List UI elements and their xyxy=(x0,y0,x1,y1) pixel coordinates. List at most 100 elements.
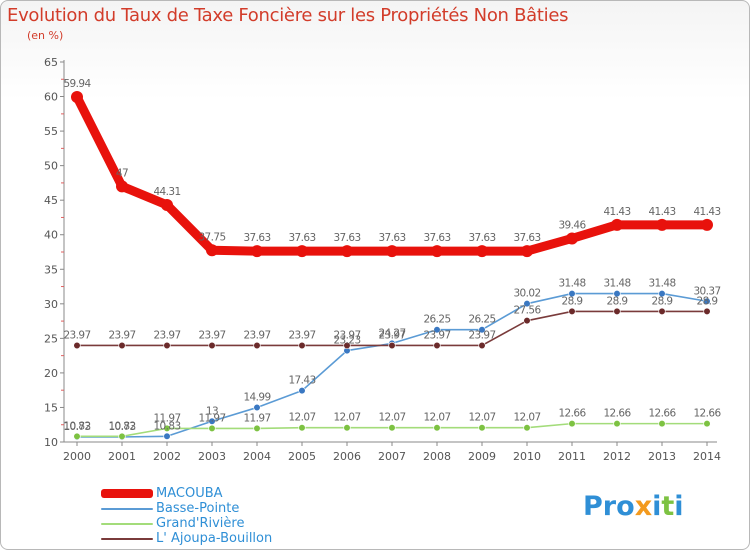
data-point-macouba xyxy=(476,245,488,258)
data-point-l-ajoupa-bouillon xyxy=(118,341,126,350)
data-point-grand-rivi-re xyxy=(118,432,126,440)
data-label-macouba: 37.75 xyxy=(198,231,225,243)
data-point-grand-rivi-re xyxy=(703,420,711,428)
data-point-macouba xyxy=(71,90,83,103)
data-label-macouba: 37.63 xyxy=(378,232,405,244)
data-label-macouba: 59.94 xyxy=(63,78,91,90)
y-tick-label: 55 xyxy=(44,125,58,138)
data-labels: 10.73 10.73 10.83 13 14.99 17.43 23.23 24.27 26.… xyxy=(63,78,722,433)
data-label-macouba: 37.63 xyxy=(243,232,270,244)
data-point-basse-pointe xyxy=(298,387,306,395)
legend-label: L' Ajoupa-Bouillon xyxy=(156,531,273,546)
data-label-l-ajoupa-bouillon: 23.97 xyxy=(378,329,405,341)
x-tick-label: 2010 xyxy=(513,450,541,463)
legend-item-grand-rivi-re: Grand'Rivière xyxy=(101,516,272,531)
data-label-l-ajoupa-bouillon: 23.97 xyxy=(63,329,90,341)
data-label-macouba: 37.63 xyxy=(333,232,360,244)
data-label-l-ajoupa-bouillon: 28.9 xyxy=(607,295,628,307)
legend-item-l-ajoupa-bouillon: L' Ajoupa-Bouillon xyxy=(101,531,272,546)
y-tick-label: 65 xyxy=(44,56,58,69)
data-point-basse-pointe xyxy=(658,289,666,298)
y-tick-label: 25 xyxy=(44,332,58,345)
data-point-basse-pointe xyxy=(253,403,261,412)
chart-title: Evolution du Taux de Taxe Foncière sur l… xyxy=(7,5,569,26)
data-point-basse-pointe xyxy=(523,300,531,308)
y-tick-label: 40 xyxy=(44,229,58,242)
legend-label: Grand'Rivière xyxy=(156,516,245,531)
x-tick-label: 2007 xyxy=(378,450,406,463)
data-point-l-ajoupa-bouillon xyxy=(343,341,351,350)
data-label-grand-rivi-re: 12.07 xyxy=(513,412,540,424)
y-tick-label: 30 xyxy=(44,298,58,311)
data-label-grand-rivi-re: 12.07 xyxy=(423,412,450,424)
data-label-grand-rivi-re: 11.97 xyxy=(153,412,180,424)
data-label-grand-rivi-re: 10.82 xyxy=(108,420,135,432)
data-label-basse-pointe: 31.48 xyxy=(558,278,585,290)
data-point-grand-rivi-re xyxy=(613,420,621,428)
x-tick-label: 2004 xyxy=(243,450,271,463)
data-point-macouba xyxy=(296,245,308,258)
data-label-basse-pointe: 10.73 xyxy=(63,421,90,433)
x-tick-label: 2002 xyxy=(153,450,181,463)
data-label-grand-rivi-re: 12.07 xyxy=(288,412,315,424)
data-point-grand-rivi-re xyxy=(433,424,441,432)
y-tick-label: 50 xyxy=(44,160,58,173)
legend-swatch xyxy=(101,537,153,540)
x-tick-label: 2014 xyxy=(693,450,721,463)
data-label-l-ajoupa-bouillon: 23.97 xyxy=(108,329,135,341)
data-label-macouba: 41.43 xyxy=(648,206,675,218)
y-tick-label: 45 xyxy=(44,194,58,207)
data-label-macouba: 39.46 xyxy=(558,219,586,231)
y-tick-label: 10 xyxy=(44,436,58,449)
legend-label: Basse-Pointe xyxy=(156,501,240,516)
data-label-grand-rivi-re: 10.82 xyxy=(63,420,90,432)
data-label-grand-rivi-re: 11.97 xyxy=(243,412,270,424)
legend-swatch xyxy=(101,507,153,510)
data-label-l-ajoupa-bouillon: 23.97 xyxy=(198,329,225,341)
data-label-grand-rivi-re: 12.07 xyxy=(333,412,360,424)
data-label-l-ajoupa-bouillon: 23.97 xyxy=(468,329,495,341)
x-tick-label: 2009 xyxy=(468,450,496,463)
data-point-grand-rivi-re xyxy=(478,424,486,432)
data-label-macouba: 41.43 xyxy=(693,206,720,218)
x-axis-ticks: 2000 2001 2002 2003 2004 2005 2006 2007 2008 2009… xyxy=(63,442,721,463)
data-point-basse-pointe xyxy=(433,326,441,334)
data-point-macouba xyxy=(701,218,713,231)
data-point-l-ajoupa-bouillon xyxy=(568,307,576,316)
data-label-basse-pointe: 30.37 xyxy=(693,285,720,297)
data-point-l-ajoupa-bouillon xyxy=(253,341,261,350)
x-tick-label: 2008 xyxy=(423,450,451,463)
data-point-macouba xyxy=(566,232,578,245)
data-label-grand-rivi-re: 12.07 xyxy=(468,412,495,424)
data-label-macouba: 37.63 xyxy=(423,232,450,244)
data-label-grand-rivi-re: 12.66 xyxy=(603,408,631,420)
y-tick-label: 20 xyxy=(44,367,58,380)
data-point-macouba xyxy=(611,218,623,231)
x-tick-label: 2012 xyxy=(603,450,631,463)
legend-swatch xyxy=(101,522,153,525)
data-label-grand-rivi-re: 12.66 xyxy=(558,408,586,420)
data-label-grand-rivi-re: 12.07 xyxy=(378,412,405,424)
x-tick-label: 2001 xyxy=(108,450,136,463)
data-label-basse-pointe: 31.48 xyxy=(603,278,630,290)
data-point-macouba xyxy=(521,245,533,258)
data-label-grand-rivi-re: 11.97 xyxy=(198,412,225,424)
y-tick-label: 60 xyxy=(44,91,58,104)
data-point-grand-rivi-re xyxy=(163,424,171,432)
data-point-basse-pointe xyxy=(613,289,621,298)
x-tick-label: 2000 xyxy=(63,450,91,463)
legend-swatch xyxy=(101,489,153,498)
data-point-macouba xyxy=(206,244,218,257)
series-lines xyxy=(72,92,712,438)
data-label-macouba: 44.31 xyxy=(153,186,180,198)
data-label-basse-pointe: 24.27 xyxy=(378,327,405,339)
data-point-grand-rivi-re xyxy=(298,424,306,432)
data-point-macouba xyxy=(431,245,443,258)
data-point-macouba xyxy=(161,198,173,211)
series-points xyxy=(71,90,713,441)
data-label-l-ajoupa-bouillon: 28.9 xyxy=(562,295,583,307)
data-point-grand-rivi-re xyxy=(658,420,666,428)
data-point-macouba xyxy=(251,245,263,258)
